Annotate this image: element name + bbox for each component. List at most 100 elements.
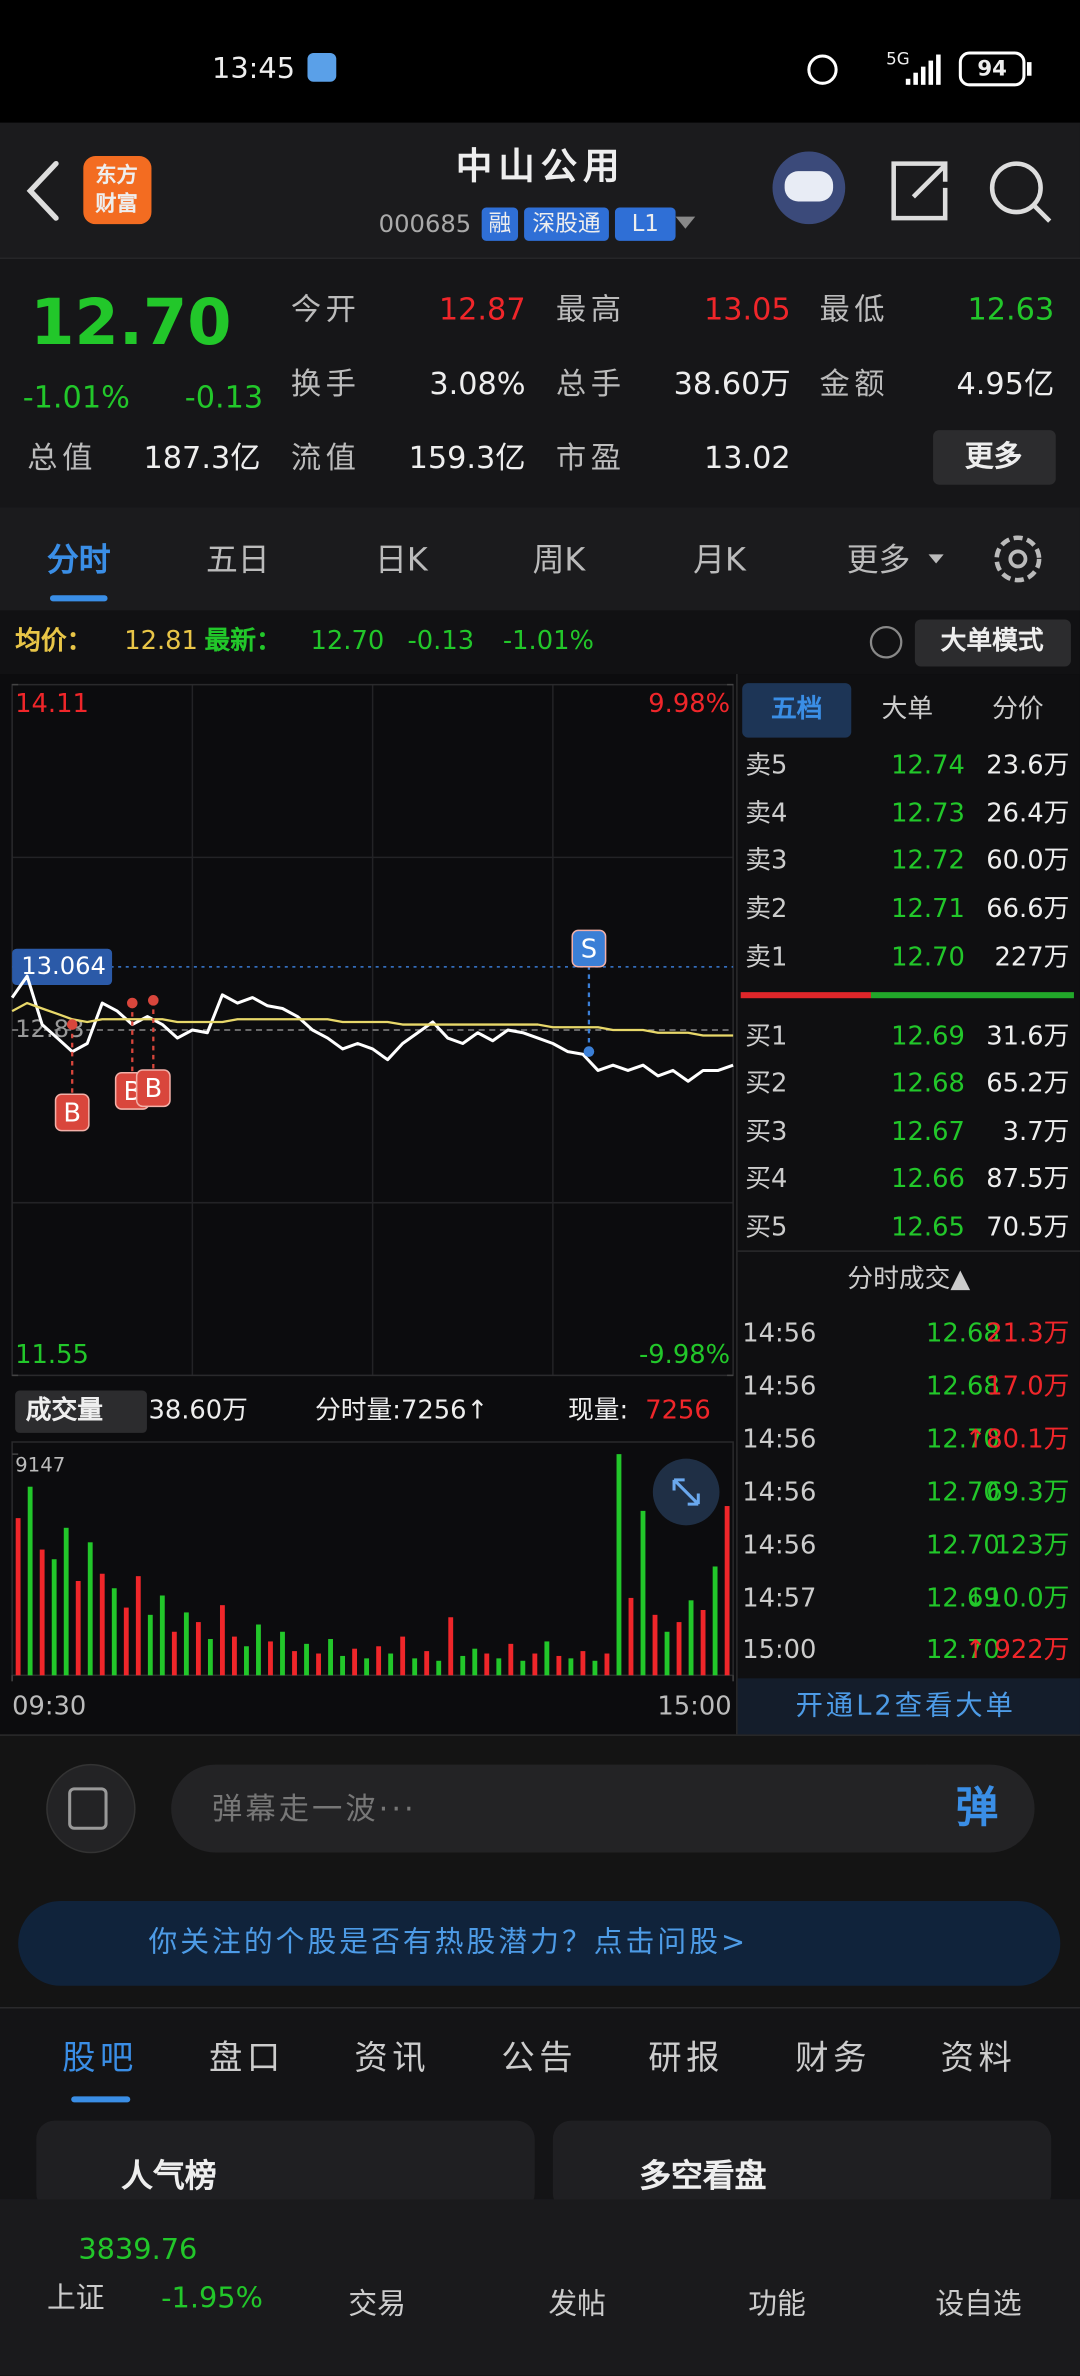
card-title[interactable]: 多空看盘	[639, 2157, 767, 2195]
volume-bar	[532, 1653, 538, 1676]
content-tab[interactable]: 股吧	[62, 2040, 138, 2079]
danmu-input[interactable]	[171, 1764, 1035, 1853]
current-volume: 7256	[645, 1395, 711, 1427]
period-tab[interactable]: 分时	[46, 541, 111, 578]
book-volume: 31.6万	[986, 1021, 1070, 1052]
book-price: 12.66	[891, 1164, 965, 1195]
book-tab[interactable]: 大单	[881, 694, 934, 725]
trade-marker-point	[148, 995, 159, 1006]
content-tab[interactable]: 资讯	[354, 2040, 431, 2079]
period-tab[interactable]: 日K	[375, 541, 428, 578]
volume-title[interactable]: 成交量	[25, 1395, 104, 1427]
trade-price: 12.70	[925, 1635, 1000, 1666]
book-price: 12.70	[891, 942, 965, 974]
nav-item[interactable]: 交易	[348, 2287, 406, 2322]
volume-bar	[568, 1658, 574, 1676]
dropdown-arrow	[928, 554, 944, 564]
book-tab[interactable]: 五档	[770, 694, 823, 725]
volume-bar	[376, 1646, 382, 1676]
promo-text[interactable]: 你关注的个股是否有热股潜力？点击问股>	[148, 1925, 749, 1960]
field-value: 13.05	[703, 290, 791, 328]
content-tab[interactable]: 财务	[795, 2040, 871, 2079]
y-tick-label: 14.11	[15, 689, 89, 719]
upgrade-bar[interactable]	[737, 1678, 1080, 1735]
book-level: 买2	[745, 1068, 788, 1099]
field-label: 总值	[27, 439, 97, 476]
field-label: 今开	[290, 290, 361, 328]
volume-bar	[496, 1658, 502, 1676]
danmu-placeholder[interactable]: 弹幕走一波···	[212, 1790, 417, 1827]
field-value: 159.3亿	[408, 439, 526, 476]
volume-bar	[280, 1631, 285, 1676]
latest-label: 最新：	[204, 626, 282, 657]
book-volume: 70.5万	[986, 1212, 1070, 1243]
index-name[interactable]: 上证	[46, 2281, 105, 2316]
mode-button[interactable]	[914, 619, 1071, 667]
book-price: 12.67	[891, 1117, 965, 1148]
book-volume: 65.2万	[986, 1068, 1070, 1099]
index-value[interactable]: 3839.76	[78, 2233, 198, 2267]
trade-price: 12.68	[925, 1371, 1000, 1402]
bottom-nav-bg	[0, 2199, 1080, 2376]
help-icon	[869, 625, 903, 659]
more-button[interactable]	[933, 430, 1056, 485]
crosshair-label: 13.064	[21, 952, 106, 980]
signal-bar	[928, 60, 934, 85]
danmu-button[interactable]: 弹	[955, 1782, 999, 1833]
field-label: 换手	[290, 365, 361, 402]
period-tab[interactable]: 月K	[693, 541, 746, 578]
index-change[interactable]: -1.95%	[161, 2281, 263, 2316]
trade-time: 14:57	[742, 1583, 817, 1614]
field-label: 最高	[555, 290, 626, 328]
period-tab[interactable]: 更多	[846, 541, 911, 578]
y2-tick-label: 9.98%	[648, 689, 730, 719]
nav-item[interactable]: 设自选	[935, 2287, 1022, 2322]
quote-panel	[0, 257, 1080, 509]
summary-bar	[0, 610, 1080, 675]
book-tab[interactable]: 分价	[992, 694, 1044, 725]
y-tick-label: 9147	[15, 1454, 65, 1477]
logo-text: 东方	[95, 163, 138, 188]
period-tab[interactable]: 周K	[532, 541, 586, 578]
content-tab[interactable]: 资料	[940, 2040, 1017, 2079]
trade-time: 15:00	[742, 1635, 817, 1666]
volume-bar	[616, 1454, 622, 1676]
volume-bar	[27, 1486, 33, 1676]
card[interactable]	[36, 2120, 535, 2212]
volume-bar	[724, 1506, 730, 1676]
volume-bar	[340, 1655, 346, 1676]
volume-bar	[75, 1580, 81, 1676]
content-tab[interactable]: 研报	[648, 2040, 725, 2079]
period-tab[interactable]: 五日	[206, 541, 270, 578]
nav-item[interactable]: 功能	[748, 2287, 806, 2322]
badge	[481, 207, 519, 241]
trade-marker-point	[126, 997, 138, 1009]
field-value: 13.02	[703, 439, 791, 476]
volume-bar	[520, 1660, 526, 1676]
volume-bar	[460, 1655, 466, 1676]
nav-item[interactable]: 发帖	[548, 2287, 606, 2322]
volume-bar	[484, 1653, 490, 1676]
card-title[interactable]: 人气榜	[121, 2157, 217, 2195]
trade-marker-label: B	[63, 1098, 81, 1128]
volume-bar	[712, 1566, 718, 1676]
signal-bar	[920, 66, 926, 85]
trade-marker-box	[54, 1093, 90, 1132]
dropdown-arrow	[675, 216, 696, 229]
promo-banner[interactable]	[18, 1900, 1061, 1986]
field-label: 最低	[819, 290, 890, 328]
volume-bar	[147, 1614, 153, 1676]
change-pct-value: -1.01%	[502, 626, 594, 657]
trade-time: 14:56	[742, 1424, 817, 1455]
content-tab[interactable]: 盘口	[209, 2040, 285, 2079]
content-tab[interactable]: 公告	[501, 2040, 578, 2079]
volume-bar	[292, 1651, 297, 1676]
volume-selector[interactable]	[15, 1390, 147, 1433]
mode-button-label[interactable]: 大单模式	[940, 626, 1044, 657]
upgrade-link[interactable]: 开通L2查看大单	[795, 1690, 1016, 1723]
battery-cap	[1026, 62, 1032, 76]
card[interactable]	[552, 2120, 1052, 2212]
more-button-label[interactable]: 更多	[964, 440, 1023, 474]
trade-time: 14:56	[742, 1371, 817, 1402]
